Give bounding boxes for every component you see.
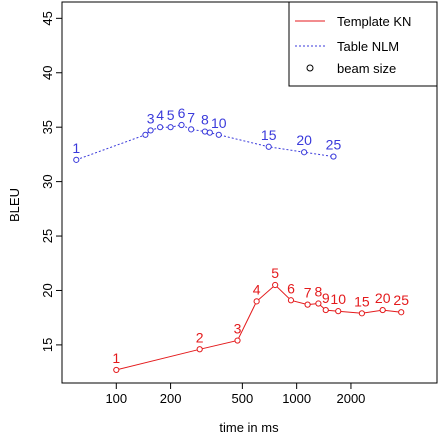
beam-size-label: 10 [330, 291, 346, 307]
y-tick-label: 25 [40, 229, 55, 243]
y-tick-label: 30 [40, 174, 55, 188]
data-point [379, 306, 386, 314]
data-point [398, 309, 405, 316]
legend-box [288, 1, 438, 87]
beam-size-label: 9 [322, 290, 330, 306]
beam-size-label: 6 [178, 105, 186, 121]
data-point [206, 129, 213, 136]
y-tick-label: 40 [40, 66, 55, 80]
beam-size-label: 2 [196, 329, 204, 345]
y-axis: 15 20 25 30 35 40 45 [40, 11, 62, 352]
data-point [301, 149, 308, 156]
plot-frame [61, 1, 438, 384]
beam-size-label: 8 [315, 284, 323, 300]
data-point [335, 308, 342, 315]
beam-size-label: 5 [271, 265, 279, 281]
legend-marker-beam-size [306, 64, 314, 72]
data-point [188, 126, 195, 133]
beam-size-label: 1 [112, 350, 120, 366]
beam-size-label: 4 [156, 107, 164, 123]
data-point [196, 346, 203, 353]
data-point [167, 124, 174, 131]
data-point [113, 366, 120, 374]
beam-size-label: 4 [253, 281, 261, 297]
beam-size-label: 1 [72, 140, 80, 156]
x-tick-label: 2000 [336, 391, 365, 406]
data-point [322, 306, 329, 314]
x-tick-label: 1000 [282, 391, 311, 406]
beam-size-label: 3 [147, 110, 155, 126]
beam-size-label: 10 [211, 115, 227, 131]
x-tick-label: 200 [160, 391, 182, 406]
beam-size-label: 5 [167, 107, 175, 123]
data-point [358, 310, 365, 317]
data-point [315, 300, 322, 307]
y-tick-label: 35 [40, 120, 55, 134]
x-axis-title: time in ms [219, 420, 279, 435]
data-point [147, 127, 154, 134]
x-tick-label: 100 [105, 391, 127, 406]
beam-size-label: 3 [234, 321, 242, 337]
data-point [215, 131, 222, 138]
data-point [330, 153, 337, 160]
legend-label-table-nlm: Table NLM [337, 39, 399, 54]
series-template-kn: 1 2 3 456 7 8 9 10 15 20 25 [112, 265, 409, 374]
data-point [142, 131, 149, 138]
legend-label-template-kn: Template KN [337, 14, 411, 29]
legend: Template KN Table NLM beam size [288, 1, 438, 87]
beam-size-label: 20 [296, 132, 312, 148]
data-point [304, 301, 311, 308]
data-point [73, 156, 80, 163]
data-point [201, 128, 209, 135]
beam-size-label: 7 [187, 109, 195, 125]
data-point [287, 297, 295, 304]
data-point [272, 281, 279, 289]
data-point [157, 124, 164, 131]
y-tick-label: 20 [40, 283, 55, 297]
series-table-nlm: 1 3 4 5 6 7 8 10 15 20 25 [72, 105, 342, 163]
data-point [178, 121, 185, 129]
y-axis-title: BLEU [7, 188, 22, 222]
x-tick-label: 500 [232, 391, 254, 406]
beam-size-label: 7 [304, 285, 312, 301]
beam-size-label: 6 [287, 280, 295, 296]
beam-size-label: 8 [201, 112, 209, 128]
beam-size-label: 20 [375, 290, 391, 306]
beam-size-label: 25 [326, 137, 342, 153]
x-axis: 100 200 500 1000 2000 [105, 383, 365, 406]
y-tick-label: 45 [40, 11, 55, 25]
y-tick-label: 15 [40, 338, 55, 352]
beam-size-label: 25 [393, 292, 409, 308]
beam-size-label: 15 [261, 127, 277, 143]
legend-label-beam-size: beam size [337, 61, 396, 76]
data-point [265, 143, 272, 150]
data-point [234, 337, 241, 344]
data-point [253, 298, 260, 305]
beam-size-label: 15 [354, 293, 370, 309]
